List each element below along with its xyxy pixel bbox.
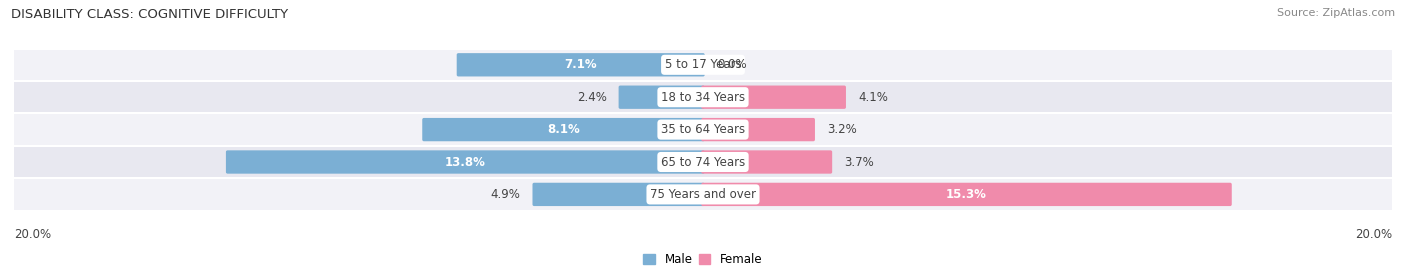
FancyBboxPatch shape [226, 150, 704, 174]
Text: 5 to 17 Years: 5 to 17 Years [665, 58, 741, 71]
Text: 4.9%: 4.9% [491, 188, 520, 201]
Bar [14, 81, 1392, 113]
Legend: Male, Female: Male, Female [644, 253, 762, 266]
Text: 7.1%: 7.1% [564, 58, 598, 71]
Text: 0.0%: 0.0% [717, 58, 747, 71]
Bar [14, 49, 1392, 81]
FancyBboxPatch shape [702, 118, 815, 141]
FancyBboxPatch shape [533, 183, 704, 206]
Text: 4.1%: 4.1% [858, 91, 887, 104]
Text: 2.4%: 2.4% [576, 91, 606, 104]
FancyBboxPatch shape [702, 150, 832, 174]
Text: 20.0%: 20.0% [1355, 228, 1392, 241]
Text: 18 to 34 Years: 18 to 34 Years [661, 91, 745, 104]
Text: 75 Years and over: 75 Years and over [650, 188, 756, 201]
FancyBboxPatch shape [702, 183, 1232, 206]
Text: 3.7%: 3.7% [844, 156, 875, 168]
Text: 15.3%: 15.3% [946, 188, 987, 201]
Bar [14, 178, 1392, 211]
FancyBboxPatch shape [619, 86, 704, 109]
Text: 13.8%: 13.8% [444, 156, 485, 168]
FancyBboxPatch shape [457, 53, 704, 76]
Text: 3.2%: 3.2% [827, 123, 856, 136]
Text: 65 to 74 Years: 65 to 74 Years [661, 156, 745, 168]
Text: DISABILITY CLASS: COGNITIVE DIFFICULTY: DISABILITY CLASS: COGNITIVE DIFFICULTY [11, 8, 288, 21]
FancyBboxPatch shape [702, 86, 846, 109]
Bar [14, 146, 1392, 178]
Text: 35 to 64 Years: 35 to 64 Years [661, 123, 745, 136]
Text: 8.1%: 8.1% [547, 123, 579, 136]
Bar [14, 113, 1392, 146]
Text: 20.0%: 20.0% [14, 228, 51, 241]
Text: Source: ZipAtlas.com: Source: ZipAtlas.com [1277, 8, 1395, 18]
FancyBboxPatch shape [422, 118, 704, 141]
